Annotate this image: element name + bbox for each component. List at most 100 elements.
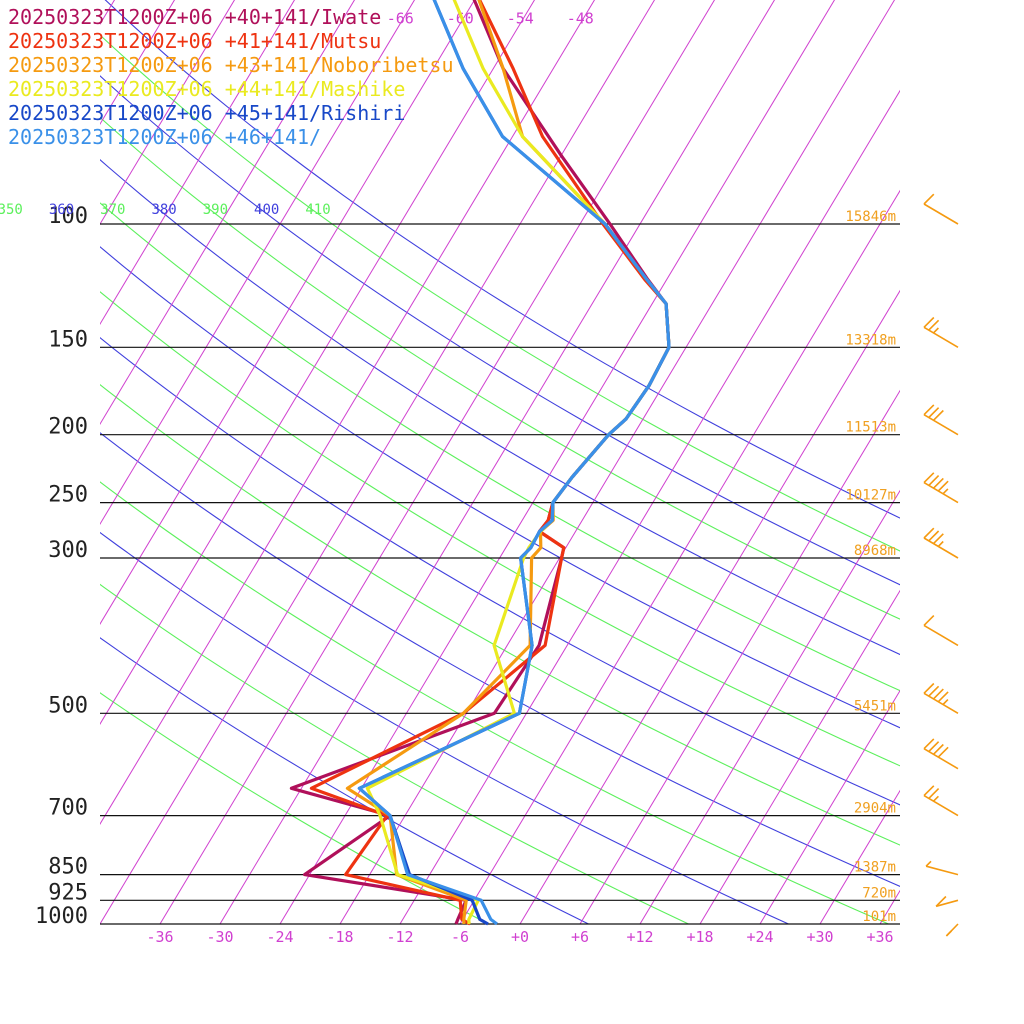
temp-tick-+6: +6 [571,928,589,946]
wind-barb-flag [942,488,949,495]
wind-barb-flag [923,615,935,626]
isentrope-label-410: 410 [305,202,330,218]
wind-barb-flag [923,193,935,205]
wind-barb-flag [923,472,935,484]
legend-entry-3: 20250323T1200Z+06 +43+141/Noboribetsu [8,53,454,77]
isotherm-12 [639,489,900,924]
wind-barb-flag [923,785,935,797]
legend-entry-5: 20250323T1200Z+06 +45+141/Rishiri [8,101,405,125]
temp-tick-+30: +30 [806,928,833,946]
pressure-label-150: 150 [48,327,88,352]
isentrope-label-370: 370 [100,202,125,218]
wind-barb-11 [925,860,959,876]
series-line-3 [345,0,671,925]
isotherm-6 [579,389,900,924]
isentrope-labels: 310320330340350360370380390400410 [0,202,331,218]
wind-barb-flag [932,533,944,545]
wind-barb-flag [923,404,935,416]
isotherm--54 [100,0,536,725]
wind-barb-staff [923,203,959,225]
wind-barb-flag [937,746,949,758]
series-line-4 [365,0,671,925]
height-label-250: 10127m [845,488,896,504]
isentrope-label-390: 390 [203,202,228,218]
isotherm-36 [879,889,900,924]
isentrope-340 [100,336,900,806]
isentrope-320 [100,432,900,887]
isentrope-370 [100,202,900,692]
wind-barb-staff [923,624,959,647]
wind-barb-staff [935,899,959,908]
isentrope-280 [100,637,589,924]
temp-tick-+0: +0 [511,928,529,946]
temp-tick--12: -12 [386,928,413,946]
wind-barb-flag [928,530,940,542]
wind-barb-9 [923,738,959,770]
wind-barb-10 [923,785,959,817]
temp-tick-+24: +24 [746,928,773,946]
isotherm-48 [1000,0,1024,924]
wind-barb-4 [923,404,959,436]
isotherm-0 [519,289,900,924]
isentrope-350 [100,291,900,767]
wind-barb-8 [923,682,959,714]
height-label-700: 2904m [854,801,896,817]
wind-barb-flag [923,527,935,539]
isentrope-390 [100,116,900,620]
isotherm-30 [819,789,900,924]
pressure-label-700: 700 [48,796,88,821]
series-line-1 [289,0,671,925]
isentrope-label-360: 360 [49,202,74,218]
temp-tick--18: -18 [326,928,353,946]
isotherm-18 [699,589,900,924]
temp-tick--24: -24 [266,928,293,946]
height-label-500: 5451m [854,698,896,714]
temp-tick--6: -6 [451,928,469,946]
wind-barb-staff [923,692,959,714]
wind-barb-flag [937,691,949,703]
isentrope-310 [100,481,889,924]
isentrope-label-350: 350 [0,202,23,218]
wind-barb-flag [925,860,932,867]
wind-barb-flag [937,540,944,547]
legend-entry-6: 20250323T1200Z+06 +46+141/ [8,125,321,149]
isotherm-24 [759,689,900,924]
isentrope-label-380: 380 [151,202,176,218]
legend-entry-4: 20250323T1200Z+06 +44+141/Mashike [8,77,405,101]
wind-barb-staff [923,794,959,817]
isentrope-420 [104,0,900,519]
isotherm--42 [100,0,656,924]
wind-barb-flag [928,407,940,419]
temp-tick-+18: +18 [686,928,713,946]
legend-entry-1: 20250323T1200Z+06 +40+141/Iwate [8,5,381,29]
height-label-1000: 101m [862,909,896,925]
wind-barb-flag [932,795,939,802]
isotherm-42 [940,0,1024,924]
wind-barb-13 [945,923,959,937]
upper-isotherm-labels: -66 -60 -54 -48 [387,9,594,27]
isotherm--66 [100,0,416,526]
legend: 20250323T1200Z+06 +40+141/Iwate 20250323T… [8,5,454,149]
pressure-label-300: 300 [48,538,88,563]
isotherm--12 [399,89,900,924]
isotherm--6 [459,189,900,924]
isotherm--60 [100,0,476,625]
series-line-5 [357,0,671,926]
pressure-label-100: 100 [48,204,88,229]
temperature-ticks: -36 -30 -24 -18 -12 -6 +0 +6 +12 +18 +24 +30 +36 [146,928,893,946]
height-label-925: 720m [862,885,896,901]
wind-barb-staff [923,414,959,436]
isotherm-label--66: -66 [387,9,414,27]
wind-barb-flag [945,930,952,937]
pressure-label-500: 500 [48,693,88,718]
isotherm--72 [100,0,356,426]
wind-barb-7 [923,615,959,647]
temp-tick--30: -30 [206,928,233,946]
wind-barb-flag [928,685,940,697]
wind-barb-flag [923,682,935,694]
wind-barb-12 [935,895,959,908]
isentrope-380 [100,159,900,656]
pressure-label-925: 925 [48,880,88,905]
height-label-200: 11513m [845,420,896,436]
series-line-6 [357,0,671,926]
